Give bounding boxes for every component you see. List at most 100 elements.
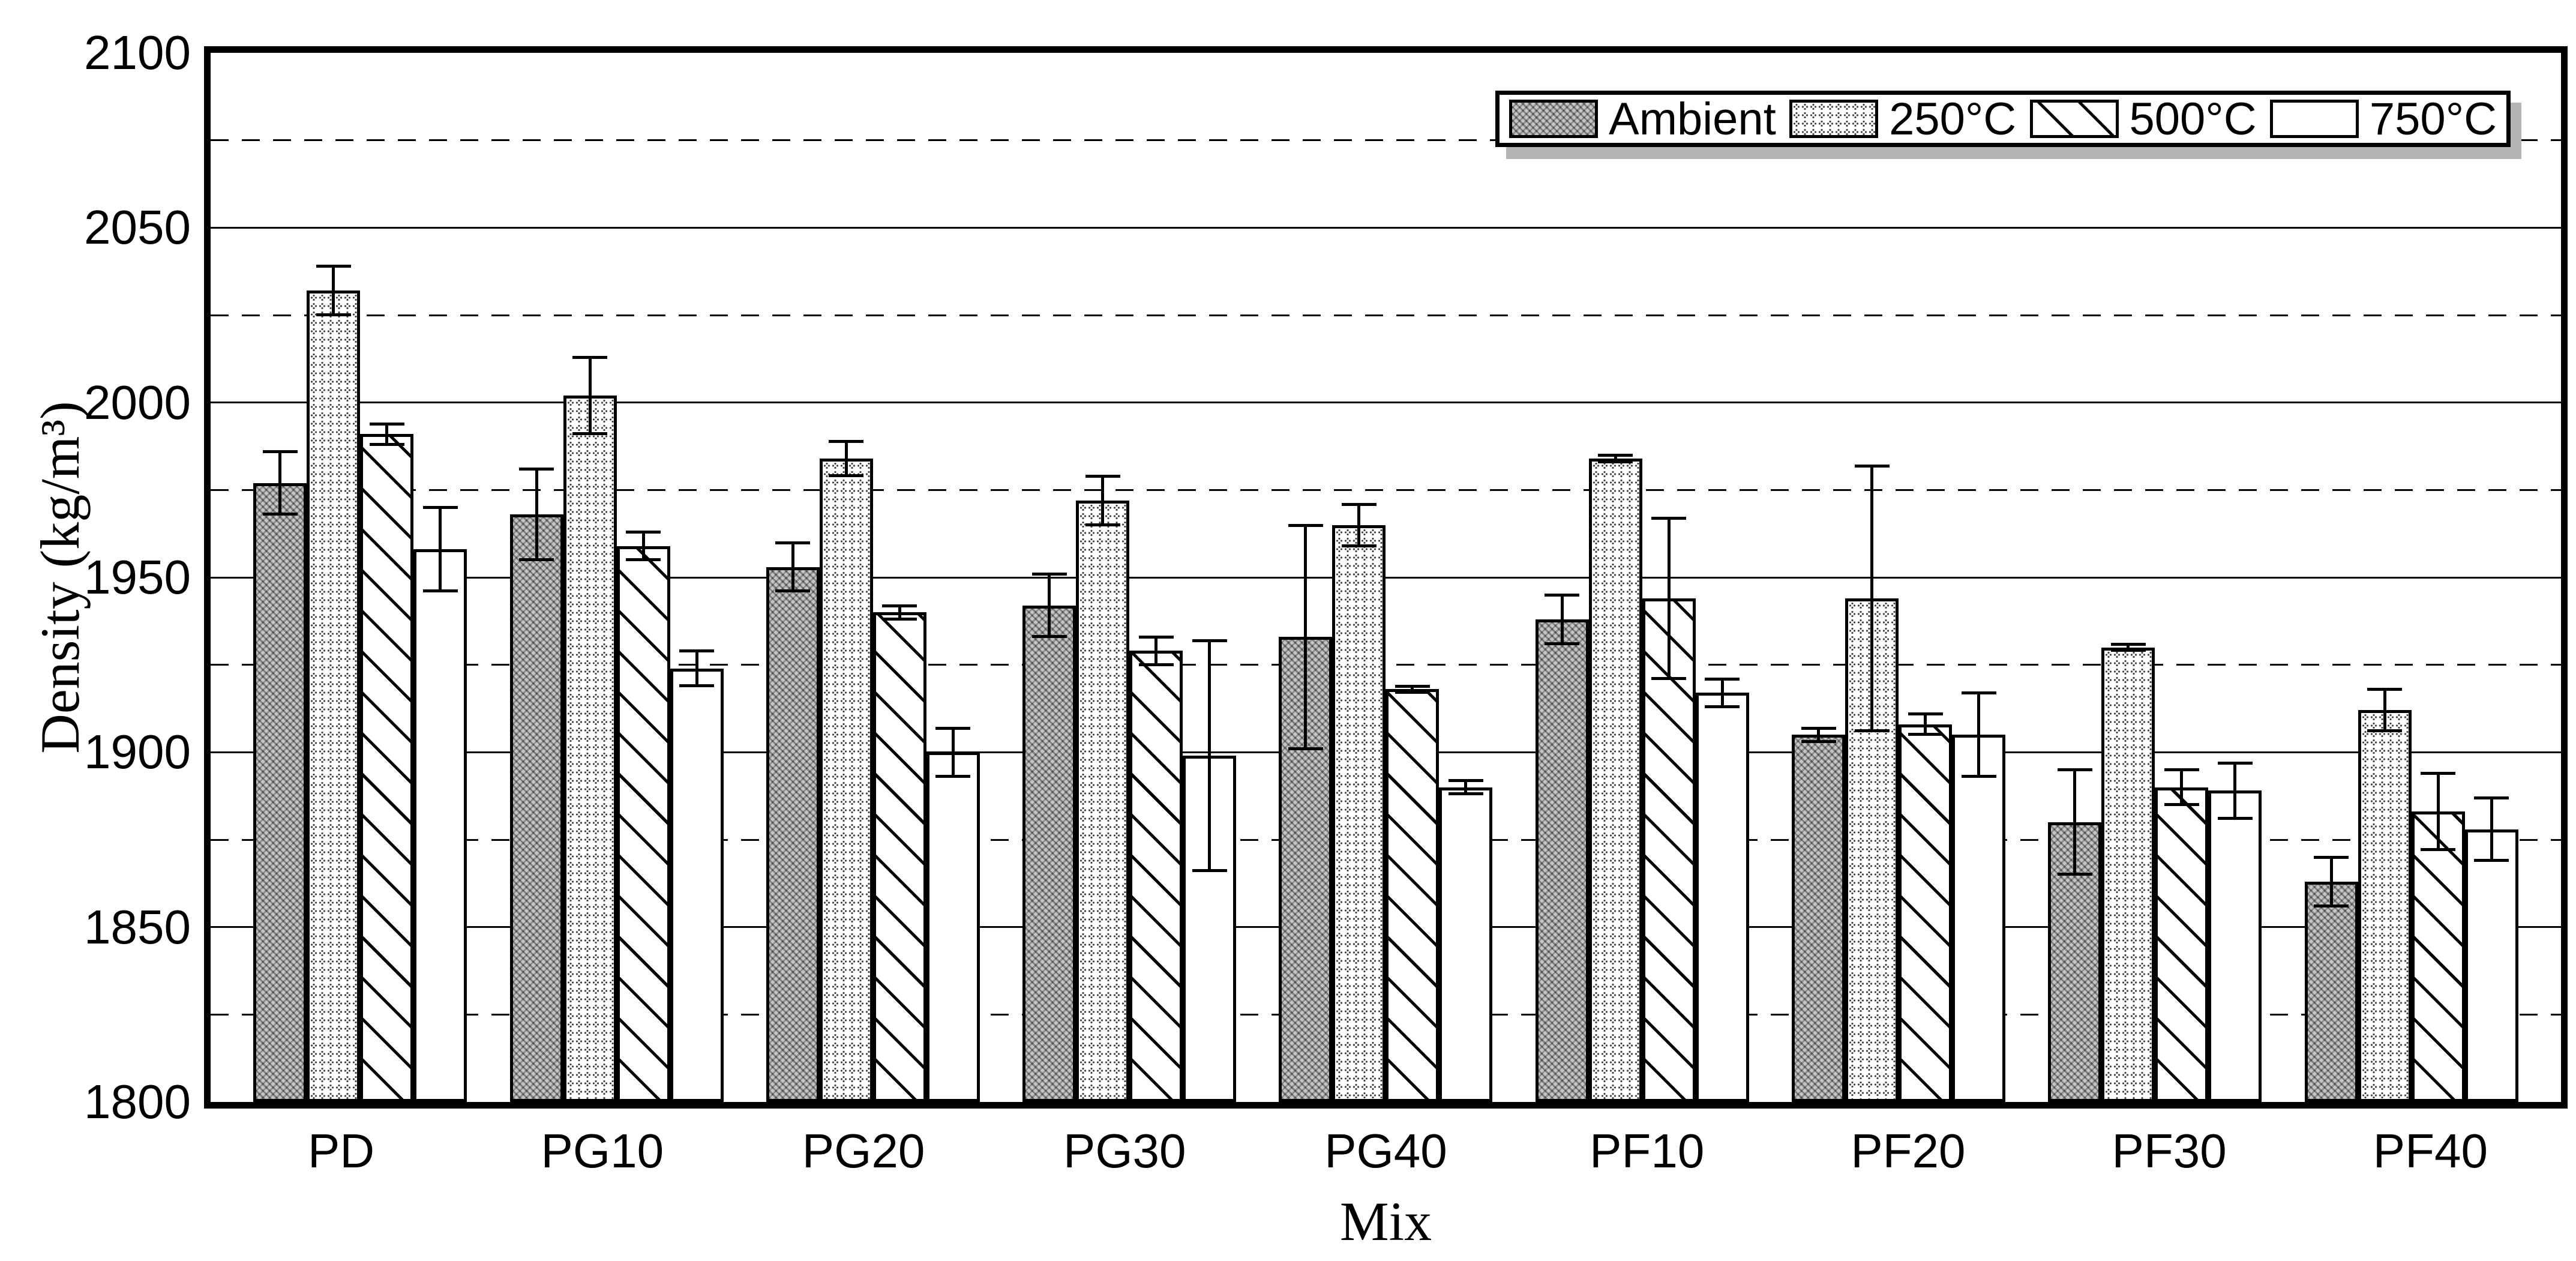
error-cap-bottom: [1908, 733, 1943, 736]
error-bar-PF20-250°C: [1870, 465, 1874, 732]
bar-PF30-500°C: [2155, 787, 2209, 1102]
bar-slot-PG30-500°C: [1129, 53, 1183, 1102]
bar-PG20-Ambient: [766, 567, 820, 1102]
error-cap-bottom: [626, 558, 661, 561]
error-cap-top: [882, 604, 917, 607]
error-cap-bottom: [1801, 739, 1836, 743]
legend-swatch-white-icon: [2269, 100, 2359, 138]
error-cap-bottom: [1288, 747, 1323, 750]
error-cap-top: [626, 531, 661, 534]
error-bar-PG30-Ambient: [1048, 574, 1051, 637]
bar-slot-PG20-500°C: [872, 53, 926, 1102]
bar-slot-PF10-250°C: [1588, 53, 1642, 1102]
bar-PF40-750°C: [2464, 829, 2518, 1102]
bar-slot-PD-Ambient: [253, 53, 307, 1102]
gridline-dashed-1925: [211, 664, 2561, 666]
error-cap-top: [1192, 639, 1227, 642]
error-cap-top: [316, 265, 351, 268]
bar-slot-PF40-500°C: [2411, 53, 2465, 1102]
error-cap-bottom: [1395, 691, 1430, 694]
bar-PF40-500°C: [2411, 811, 2465, 1102]
error-cap-top: [1801, 726, 1836, 730]
bar-PG40-500°C: [1386, 689, 1440, 1102]
x-tick-label-PG20: PG20: [802, 1124, 925, 1178]
bar-group-PF20: [1792, 53, 2006, 1102]
error-cap-top: [2314, 856, 2349, 859]
bar-PF10-250°C: [1588, 458, 1642, 1102]
error-cap-bottom: [1705, 705, 1740, 708]
legend-label: 250°C: [1889, 93, 2017, 145]
error-bar-PG10-Ambient: [535, 469, 538, 560]
error-cap-top: [775, 541, 811, 544]
error-bar-PF30-500°C: [2180, 769, 2184, 805]
error-bar-PG40-Ambient: [1304, 525, 1308, 749]
error-bar-PD-750°C: [439, 507, 442, 592]
bar-PF20-750°C: [1952, 735, 2006, 1102]
error-cap-top: [572, 355, 608, 359]
error-cap-top: [829, 439, 864, 443]
error-cap-top: [1288, 523, 1323, 527]
bar-slot-PG20-250°C: [819, 53, 873, 1102]
error-bar-PG20-Ambient: [791, 542, 794, 592]
error-cap-bottom: [2474, 858, 2509, 862]
bar-slot-PF30-750°C: [2208, 53, 2262, 1102]
error-bar-PF10-250°C: [1614, 455, 1617, 462]
bar-slot-PD-250°C: [307, 53, 361, 1102]
x-tick-label-PG30: PG30: [1063, 1124, 1186, 1178]
bar-slot-PF10-Ambient: [1535, 53, 1589, 1102]
error-bar-PF30-Ambient: [2073, 769, 2077, 875]
error-bar-PF20-Ambient: [1817, 727, 1821, 742]
error-cap-bottom: [422, 589, 458, 593]
bar-PG10-Ambient: [509, 514, 563, 1102]
error-cap-bottom: [1031, 635, 1067, 639]
y-tick-label-1900: 1900: [84, 725, 191, 779]
error-cap-top: [2217, 761, 2253, 765]
error-cap-top: [1031, 573, 1067, 576]
bar-group-PG30: [1022, 53, 1237, 1102]
error-cap-top: [1395, 684, 1430, 688]
error-cap-top: [1138, 636, 1174, 639]
bar-slot-PF40-Ambient: [2304, 53, 2358, 1102]
bar-PD-Ambient: [253, 483, 307, 1102]
bar-slot-PF20-Ambient: [1792, 53, 1846, 1102]
bar-PF10-750°C: [1695, 693, 1749, 1102]
y-tick-label-1800: 1800: [84, 1075, 191, 1128]
error-bar-PG40-250°C: [1357, 504, 1361, 546]
bar-group-PF40: [2304, 53, 2518, 1102]
bar-slot-PG40-250°C: [1332, 53, 1386, 1102]
error-cap-bottom: [2057, 873, 2092, 876]
bar-group-PF30: [2048, 53, 2262, 1102]
bar-slot-PG30-Ambient: [1022, 53, 1076, 1102]
bar-PF30-250°C: [2101, 647, 2155, 1102]
error-cap-bottom: [2421, 848, 2456, 852]
error-bar-PG10-750°C: [695, 651, 698, 686]
error-cap-bottom: [1085, 523, 1120, 526]
bar-PG30-Ambient: [1022, 605, 1076, 1102]
legend-item-750°C: 750°C: [2269, 93, 2497, 145]
bar-slot-PF30-Ambient: [2048, 53, 2102, 1102]
error-cap-top: [1961, 691, 1996, 695]
bar-PG30-500°C: [1129, 651, 1183, 1102]
bar-PG10-250°C: [563, 396, 617, 1102]
error-cap-bottom: [2367, 729, 2403, 733]
bar-slot-PG40-500°C: [1386, 53, 1440, 1102]
x-tick-label-PF10: PF10: [1590, 1124, 1705, 1178]
error-cap-bottom: [1545, 642, 1580, 645]
error-cap-top: [1448, 778, 1483, 782]
gridline-dashed-1975: [211, 489, 2561, 491]
error-cap-bottom: [1138, 663, 1174, 666]
error-cap-bottom: [1961, 775, 1996, 778]
legend-swatch-gray-texture-icon: [1509, 100, 1598, 138]
error-cap-top: [1085, 475, 1120, 478]
bar-PD-250°C: [307, 290, 361, 1102]
bar-slot-PF40-250°C: [2358, 53, 2412, 1102]
error-bar-PG10-250°C: [588, 357, 592, 435]
error-cap-top: [2421, 772, 2456, 775]
bar-slot-PF20-250°C: [1845, 53, 1899, 1102]
error-cap-top: [1651, 516, 1687, 520]
x-axis-title: Mix: [1339, 1191, 1432, 1252]
bar-slot-PF10-750°C: [1695, 53, 1749, 1102]
error-cap-bottom: [519, 558, 554, 561]
y-tick-label-1850: 1850: [84, 900, 191, 954]
legend-label: Ambient: [1609, 93, 1776, 145]
